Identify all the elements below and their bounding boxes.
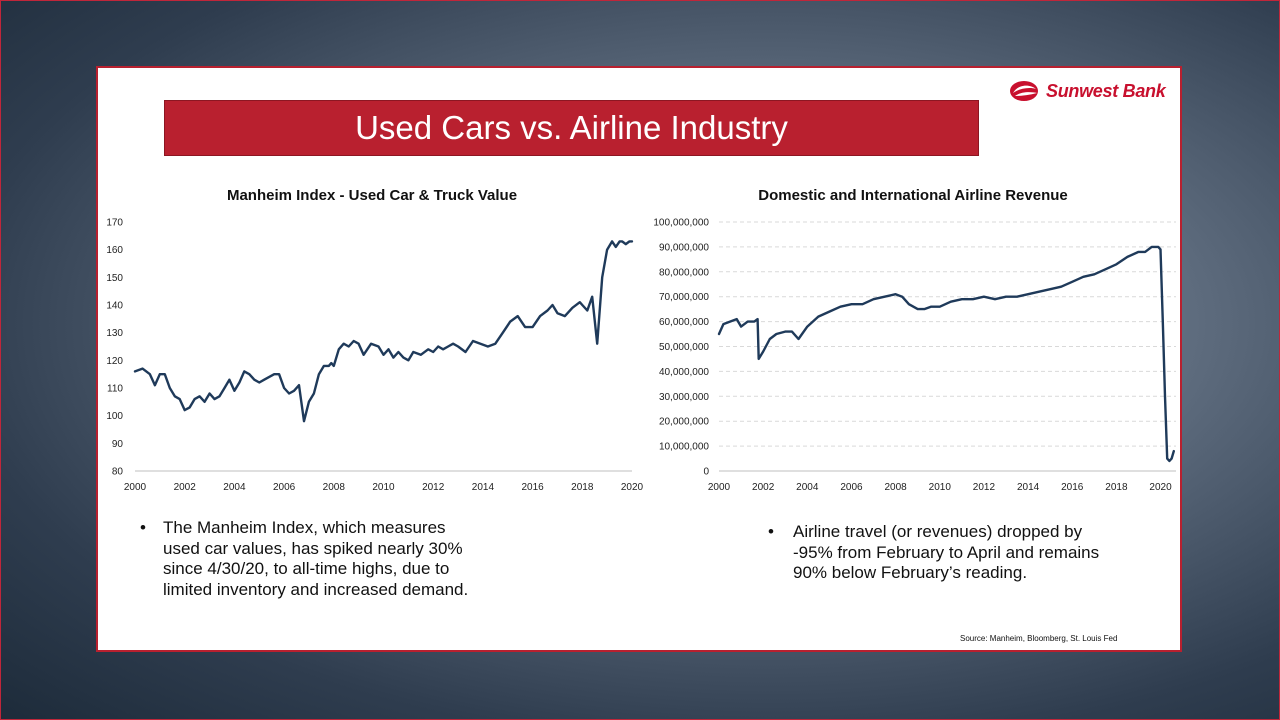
y-tick-label: 50,000,000 xyxy=(659,342,709,353)
manheim-chart: 80 90 100 110 120 130 140 150 160 170 2000 2002 2004… xyxy=(106,218,643,494)
x-tick-label: 2018 xyxy=(1105,482,1128,493)
logo-text: Sunwest Bank xyxy=(1046,80,1166,101)
y-tick-label: 110 xyxy=(107,384,123,395)
source-note: Source: Manheim, Bloomberg, St. Louis Fe… xyxy=(960,634,1118,643)
x-tick-label: 2004 xyxy=(796,482,819,493)
y-tick-label: 160 xyxy=(106,245,123,256)
y-tick-label: 40,000,000 xyxy=(659,367,709,378)
x-tick-label: 2006 xyxy=(840,482,863,493)
x-tick-label: 2000 xyxy=(708,482,731,493)
x-tick-label: 2012 xyxy=(422,482,445,493)
bullet-right-text: Airline travel (or revenues) dropped by … xyxy=(793,522,1100,582)
bullet-left-text: The Manheim Index, which measures used c… xyxy=(163,518,469,599)
x-tick-label: 2006 xyxy=(273,482,296,493)
y-tick-label: 10,000,000 xyxy=(659,442,709,453)
x-tick-label: 2008 xyxy=(323,482,346,493)
x-tick-label: 2016 xyxy=(521,482,544,493)
y-tick-label: 90 xyxy=(112,439,124,450)
x-tick-label: 2014 xyxy=(472,482,495,493)
slide-panel xyxy=(96,66,1182,652)
x-tick-label: 2014 xyxy=(1017,482,1040,493)
airline-chart-title: Domestic and International Airline Reven… xyxy=(758,187,1068,204)
y-tick-label: 60,000,000 xyxy=(659,317,709,328)
airline-chart: 0 10,000,000 20,000,000 30,000,000 40,000,00… xyxy=(653,218,1176,493)
x-tick-label: 2004 xyxy=(223,482,246,493)
series-line xyxy=(133,240,634,423)
sunwest-logo-icon xyxy=(1010,81,1038,101)
x-tick-label: 2002 xyxy=(174,482,197,493)
x-tick-label: 2012 xyxy=(973,482,996,493)
x-tick-label: 2018 xyxy=(571,482,594,493)
x-tick-label: 2002 xyxy=(752,482,775,493)
x-tick-label: 2010 xyxy=(929,482,952,493)
bullet-dot-left: • xyxy=(140,518,146,537)
y-tick-label: 130 xyxy=(106,328,123,339)
series-line xyxy=(717,245,1176,463)
y-tick-label: 100,000,000 xyxy=(653,218,709,229)
y-tick-label: 80,000,000 xyxy=(659,267,709,278)
manheim-chart-title: Manheim Index - Used Car & Truck Value xyxy=(226,187,518,204)
y-tick-label: 20,000,000 xyxy=(659,417,709,428)
y-tick-label: 80 xyxy=(112,467,124,478)
sunwest-logo: Sunwest Bank xyxy=(1008,78,1176,104)
y-tick-label: 0 xyxy=(703,467,709,478)
x-tick-label: 2020 xyxy=(621,482,644,493)
y-tick-label: 30,000,000 xyxy=(659,392,709,403)
x-tick-label: 2008 xyxy=(884,482,907,493)
y-tick-label: 120 xyxy=(106,356,123,367)
slide-title: Used Cars vs. Airline Industry xyxy=(355,109,788,146)
y-tick-label: 170 xyxy=(106,218,123,229)
title-bar: Used Cars vs. Airline Industry xyxy=(164,100,979,156)
y-tick-label: 100 xyxy=(106,411,123,422)
x-tick-label: 2016 xyxy=(1061,482,1084,493)
bullet-dot-right: • xyxy=(768,522,774,541)
y-tick-label: 150 xyxy=(106,273,123,284)
x-tick-label: 2000 xyxy=(124,482,147,493)
x-tick-label: 2020 xyxy=(1149,482,1172,493)
y-tick-label: 90,000,000 xyxy=(659,242,709,253)
x-tick-label: 2010 xyxy=(372,482,395,493)
y-tick-label: 70,000,000 xyxy=(659,292,709,303)
y-tick-label: 140 xyxy=(106,301,123,312)
